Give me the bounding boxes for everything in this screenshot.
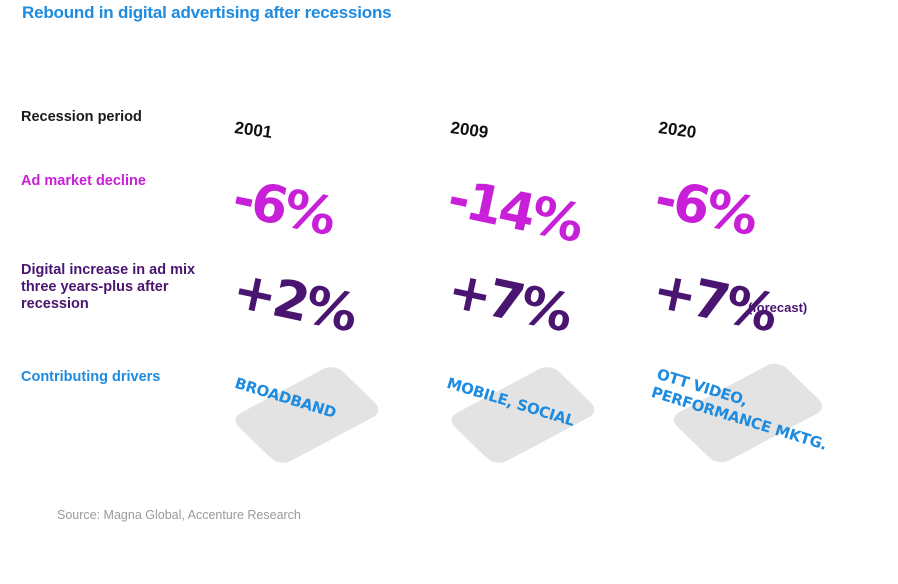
decline-2009: -14% (442, 168, 587, 255)
source-note: Source: Magna Global, Accenture Research (57, 508, 301, 522)
increase-2001: +2% (227, 260, 361, 345)
year-2009: 2009 (449, 118, 490, 143)
year-2001: 2001 (233, 118, 274, 143)
decline-2001: -6% (227, 168, 339, 248)
row-label-contributing-drivers: Contributing drivers (21, 369, 161, 385)
chart-title: Rebound in digital advertising after rec… (22, 3, 392, 22)
row-label-ad-market-decline: Ad market decline (21, 173, 146, 189)
increase-2009: +7% (442, 260, 576, 345)
forecast-note: (forecast) (748, 300, 808, 315)
year-2020: 2020 (657, 118, 698, 143)
decline-2020: -6% (649, 168, 761, 248)
row-label-recession-period: Recession period (21, 109, 142, 125)
row-label-digital-increase: Digital increase in ad mix three years-p… (21, 262, 196, 312)
